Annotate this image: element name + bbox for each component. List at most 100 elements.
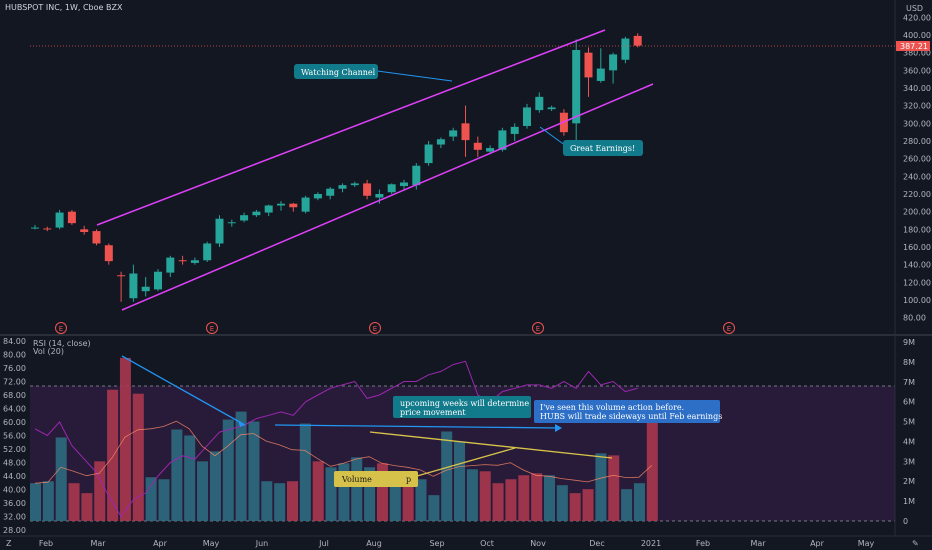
candle-body <box>350 183 359 186</box>
candle-body <box>203 243 212 261</box>
rsi-label[interactable]: RSI (14, close) <box>33 339 91 348</box>
volume-bar <box>479 471 491 521</box>
price-axis[interactable]: 420.00 400.00 380.00 360.00 340.00 320.00 300.… <box>903 13 931 322</box>
volume-axis[interactable]: 9M 8M 7M 6M 5M 4M 3M 2M 1M 0 <box>903 338 915 526</box>
candle-body <box>264 205 273 213</box>
volume-bar <box>518 475 530 521</box>
rsi-tick-label: 64.00 <box>3 405 26 414</box>
rsi-tick-label: 48.00 <box>3 459 26 468</box>
earnings-marker-label: E <box>536 325 540 333</box>
rsi-trendline-down[interactable] <box>121 355 246 426</box>
candle-body <box>338 185 347 189</box>
candle-body <box>31 227 39 229</box>
candle-body <box>498 130 507 150</box>
volume-tick-label: 9M <box>903 338 915 347</box>
candle-body <box>141 286 150 292</box>
rsi-trendline-flat[interactable] <box>274 424 561 429</box>
rsi-tick-label: 80.00 <box>3 351 26 360</box>
rsi-tick-label: 36.00 <box>3 499 26 508</box>
volume-bar <box>608 455 620 521</box>
volume-tick-label: 8M <box>903 358 915 367</box>
candle-body <box>609 54 618 71</box>
rsi-tick-label: 84.00 <box>3 337 26 346</box>
volume-bar <box>81 493 93 521</box>
candle-body <box>227 222 236 224</box>
candle-body <box>621 38 630 60</box>
volume-bar <box>556 485 568 521</box>
note-great-earnings[interactable] <box>563 140 643 156</box>
price-tick-label: 220.00 <box>903 190 931 199</box>
timezone-button[interactable]: Z <box>6 539 12 548</box>
rsi-tick-label: 68.00 <box>3 391 26 400</box>
volume-trendline-up[interactable] <box>409 447 516 479</box>
earnings-marker <box>532 322 544 334</box>
rsi-tick-label: 60.00 <box>3 418 26 427</box>
price-pane[interactable] <box>0 0 895 333</box>
volume-bar <box>633 483 645 521</box>
candle-body <box>55 212 64 228</box>
volume-bar <box>415 479 427 521</box>
channel-lower-line[interactable] <box>121 83 654 311</box>
volume-tick-label: 2M <box>903 477 915 486</box>
currency-label: USD <box>906 4 923 13</box>
settings-icon[interactable]: ✎ <box>912 539 919 548</box>
price-tick-label: 140.00 <box>903 261 931 270</box>
note-upcoming-weeks[interactable] <box>393 396 531 418</box>
note-seen-before-line1: I've seen this volume action before. <box>540 403 684 412</box>
price-tick-label: 380.00 <box>903 49 931 58</box>
rsi-axis[interactable]: 84.00 80.00 76.00 72.00 68.00 64.00 60.00 56.00… <box>3 337 26 535</box>
last-price-badge <box>896 41 930 51</box>
volume-bar <box>222 419 234 521</box>
time-axis[interactable]: Feb Mar Apr May Jun Jul Aug Sep Oct Nov Dec 2021 Feb… <box>39 539 875 548</box>
candle-body <box>190 260 199 263</box>
candle-body <box>104 245 113 262</box>
symbol-title[interactable]: HUBSPOT INC, 1W, Cboe BZX <box>5 3 123 12</box>
earnings-marker-label: E <box>727 325 731 333</box>
rsi-lines <box>34 360 653 518</box>
callout-pointer <box>539 126 567 147</box>
volume-bar <box>531 473 543 521</box>
volume-trendline-down[interactable] <box>369 431 613 459</box>
time-tick-label: Feb <box>39 539 53 548</box>
volume-bar <box>376 463 388 521</box>
volume-tick-label: 6M <box>903 398 915 407</box>
price-tick-label: 400.00 <box>903 31 931 40</box>
candle-body <box>92 231 101 244</box>
candle-body <box>449 130 458 137</box>
candle-body <box>424 144 433 164</box>
channel-upper-line[interactable] <box>96 29 606 226</box>
note-watching-channel[interactable] <box>294 64 378 79</box>
note-seen-before[interactable] <box>534 400 720 423</box>
price-tick-label: 420.00 <box>903 13 931 22</box>
note-volume[interactable] <box>334 471 418 487</box>
candle-body <box>43 228 52 230</box>
volume-bar <box>197 461 209 521</box>
rsi-tick-label: 32.00 <box>3 513 26 522</box>
volume-bar <box>621 489 633 521</box>
time-tick-label: Jul <box>318 539 329 548</box>
volume-bar <box>132 393 144 521</box>
last-price-value: 387.21 <box>900 42 928 51</box>
volume-tick-label: 1M <box>903 497 915 506</box>
candle-body <box>240 215 249 221</box>
candle-body <box>67 211 76 224</box>
volume-bar <box>582 489 594 521</box>
volume-bar <box>235 411 247 521</box>
price-tick-label: 260.00 <box>903 155 931 164</box>
price-tick-label: 240.00 <box>903 172 931 181</box>
time-tick-label: Dec <box>589 539 604 548</box>
candle-body <box>178 260 187 262</box>
volume-bar <box>55 437 67 521</box>
rsi-tick-label: 76.00 <box>3 364 26 373</box>
candle-body <box>510 126 519 134</box>
volume-bar <box>505 479 517 521</box>
volume-bar <box>274 483 286 521</box>
volume-bar <box>42 481 54 521</box>
volume-label[interactable]: Vol (20) <box>33 347 64 356</box>
rsi-tick-label: 52.00 <box>3 445 26 454</box>
candle-body <box>375 194 384 198</box>
time-tick-label: Apr <box>810 539 825 548</box>
candle-body <box>117 275 126 277</box>
